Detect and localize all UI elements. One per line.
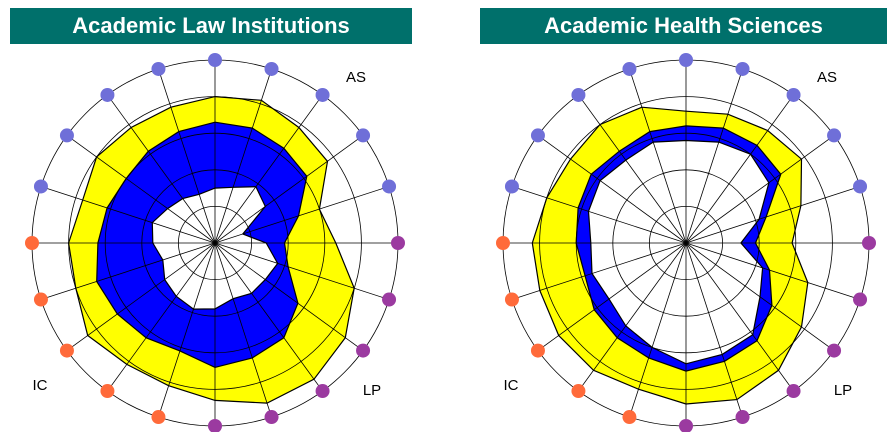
radar-chart: Academic Health Sciences AS IC LP	[480, 8, 887, 432]
spoke-marker	[496, 236, 510, 250]
spoke-marker	[382, 179, 397, 194]
spoke	[629, 68, 687, 244]
spoke-marker	[315, 384, 330, 399]
spoke-marker	[571, 87, 586, 102]
spoke	[158, 68, 216, 244]
annotation: LP	[834, 382, 852, 399]
spoke	[214, 135, 364, 244]
grid-ring	[612, 169, 760, 317]
title-box	[10, 8, 412, 44]
grid-ring	[539, 96, 833, 390]
spoke-marker	[151, 61, 166, 76]
spoke-marker	[786, 87, 801, 102]
spoke	[66, 135, 216, 244]
spoke	[685, 242, 794, 392]
spoke-marker	[504, 292, 519, 307]
spoke	[214, 242, 364, 351]
spoke	[537, 242, 687, 351]
chart-title: Academic Law Institutions	[72, 13, 350, 38]
grid-ring	[68, 96, 362, 390]
spoke-marker	[862, 236, 876, 250]
spoke	[40, 186, 216, 244]
spoke	[107, 242, 216, 392]
spoke	[537, 135, 687, 244]
spoke	[685, 242, 861, 300]
spoke-marker	[208, 53, 222, 67]
annotation: AS	[346, 69, 366, 86]
spoke	[511, 186, 687, 244]
spoke-marker	[315, 87, 330, 102]
title-box	[480, 8, 887, 44]
spoke-marker	[100, 87, 115, 102]
spoke	[511, 242, 687, 300]
annotation: IC	[33, 377, 48, 394]
spoke-marker	[735, 410, 750, 425]
grid-ring	[649, 205, 724, 280]
spoke-marker	[786, 384, 801, 399]
spoke-marker	[530, 343, 545, 358]
spoke-marker	[504, 179, 519, 194]
spoke	[685, 186, 861, 244]
spoke-marker	[356, 343, 371, 358]
spoke-marker	[208, 419, 222, 432]
chart-title: Academic Health Sciences	[544, 13, 823, 38]
spoke	[685, 242, 835, 351]
spoke-marker	[853, 292, 868, 307]
spoke	[685, 135, 835, 244]
spoke-marker	[59, 343, 74, 358]
spoke-marker	[622, 61, 637, 76]
spoke	[629, 242, 687, 418]
grid-ring	[177, 205, 252, 280]
spoke	[214, 242, 323, 392]
spoke	[685, 94, 794, 244]
spoke	[214, 94, 323, 244]
spoke-marker	[59, 128, 74, 143]
annotation: IC	[504, 377, 519, 394]
spoke-marker	[679, 419, 693, 432]
spoke	[40, 242, 216, 300]
spoke	[158, 242, 216, 418]
spoke-marker	[356, 128, 371, 143]
spoke-marker	[622, 410, 637, 425]
spoke-marker	[530, 128, 545, 143]
spoke	[66, 242, 216, 351]
spoke-marker	[679, 53, 693, 67]
spoke	[214, 242, 272, 418]
spoke	[107, 94, 216, 244]
spoke-marker	[264, 410, 279, 425]
spoke-marker	[391, 236, 405, 250]
annotation: AS	[817, 69, 837, 86]
spoke	[578, 242, 687, 392]
spoke	[214, 186, 390, 244]
spoke-marker	[827, 128, 842, 143]
spoke-marker	[853, 179, 868, 194]
grid-ring	[141, 169, 289, 317]
annotation: LP	[363, 382, 381, 399]
spoke	[685, 242, 743, 418]
spoke	[214, 68, 272, 244]
grid-ring	[575, 132, 797, 354]
spoke-marker	[735, 61, 750, 76]
spoke-marker	[264, 61, 279, 76]
radar-chart: Academic Law Institutions AS IC LP	[10, 8, 412, 432]
spoke-marker	[33, 292, 48, 307]
spoke	[578, 94, 687, 244]
spoke-marker	[33, 179, 48, 194]
spoke-marker	[382, 292, 397, 307]
spoke-marker	[571, 384, 586, 399]
spoke-marker	[25, 236, 39, 250]
grid-ring	[104, 132, 326, 354]
spoke-marker	[151, 410, 166, 425]
spoke	[685, 68, 743, 244]
spoke	[214, 242, 390, 300]
spoke-marker	[100, 384, 115, 399]
spoke-marker	[827, 343, 842, 358]
